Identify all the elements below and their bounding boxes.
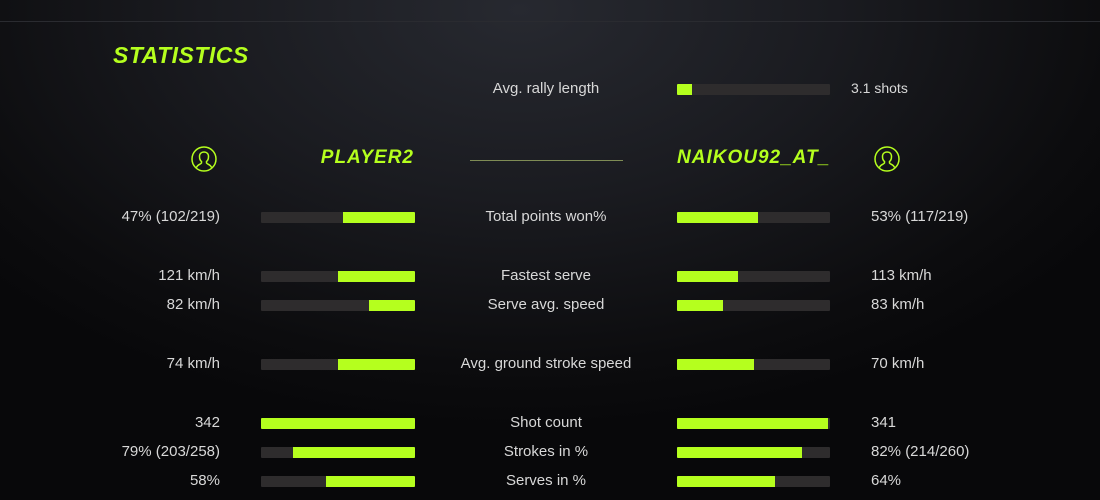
bar-fill (342, 212, 415, 223)
player-left-name: PLAYER2 (320, 147, 414, 168)
bar-fill (368, 300, 415, 311)
stat-right-bar (677, 476, 830, 487)
header-divider (470, 160, 623, 161)
stat-left-value: 342 (194, 414, 220, 431)
stat-label: Avg. ground stroke speed (460, 355, 632, 372)
stat-row: 74 km/h Avg. ground stroke speed 70 km/h (0, 355, 1100, 375)
stat-left-bar (261, 447, 415, 458)
stat-left-value: 79% (203/258) (121, 443, 220, 460)
bar-fill (677, 84, 693, 95)
stat-left-bar (261, 271, 415, 282)
stat-left-value: 121 km/h (158, 267, 220, 284)
stat-row: 58% Serves in % 64% (0, 472, 1100, 492)
user-circle-icon (874, 146, 900, 172)
stat-left-bar (261, 418, 415, 429)
stat-label: Avg. rally length (492, 80, 600, 97)
stat-right-bar (677, 212, 830, 223)
stat-left-value: 74 km/h (166, 355, 220, 372)
stat-left-bar (261, 359, 415, 370)
bar-fill (677, 271, 739, 282)
stat-right-value: 83 km/h (871, 296, 925, 313)
stat-right-bar (677, 271, 830, 282)
stat-right-bar (677, 359, 830, 370)
bar-fill (293, 447, 415, 458)
bar-fill (677, 212, 759, 223)
bar-fill (325, 476, 415, 487)
bar-fill (677, 476, 775, 487)
stat-left-value: 47% (102/219) (121, 208, 220, 225)
stat-row: 47% (102/219) Total points won% 53% (117… (0, 208, 1100, 228)
rally-value: 3.1 shots (851, 80, 908, 96)
stat-label: Shot count (510, 414, 582, 431)
stat-row: 79% (203/258) Strokes in % 82% (214/260) (0, 443, 1100, 463)
bar-fill (677, 418, 829, 429)
stat-right-bar (677, 447, 830, 458)
bar-fill (338, 359, 415, 370)
stat-left-bar (261, 212, 415, 223)
stat-right-bar (677, 300, 830, 311)
stat-left-bar (261, 300, 415, 311)
stat-label: Strokes in % (503, 443, 589, 460)
stat-row: 82 km/h Serve avg. speed 83 km/h (0, 296, 1100, 316)
stat-row: 342 Shot count 341 (0, 414, 1100, 434)
rally-row: Avg. rally length 3.1 shots (0, 80, 1100, 100)
stat-row: 121 km/h Fastest serve 113 km/h (0, 267, 1100, 287)
stat-right-bar (677, 418, 830, 429)
bar-fill (261, 418, 415, 429)
stat-label: Serve avg. speed (487, 296, 605, 313)
stat-right-value: 70 km/h (871, 355, 925, 372)
user-circle-icon (191, 146, 217, 172)
stat-right-value: 64% (871, 472, 902, 489)
stat-label: Serves in % (505, 472, 587, 489)
stat-right-value: 53% (117/219) (871, 208, 969, 225)
stat-right-value: 82% (214/260) (871, 443, 970, 460)
rally-bar (677, 84, 830, 95)
page-title: STATISTICS (113, 42, 249, 68)
stat-label: Total points won% (485, 208, 607, 225)
stat-left-value: 82 km/h (166, 296, 220, 313)
bar-fill (338, 271, 415, 282)
top-divider (0, 21, 1100, 22)
stat-left-value: 58% (189, 472, 220, 489)
stat-right-value: 113 km/h (871, 267, 932, 284)
stat-label: Fastest serve (500, 267, 592, 284)
player-right-name: NAIKOU92_AT_ (677, 147, 831, 168)
bar-fill (677, 447, 803, 458)
bar-fill (677, 300, 723, 311)
stat-left-bar (261, 476, 415, 487)
bar-fill (677, 359, 754, 370)
stat-right-value: 341 (871, 414, 897, 431)
